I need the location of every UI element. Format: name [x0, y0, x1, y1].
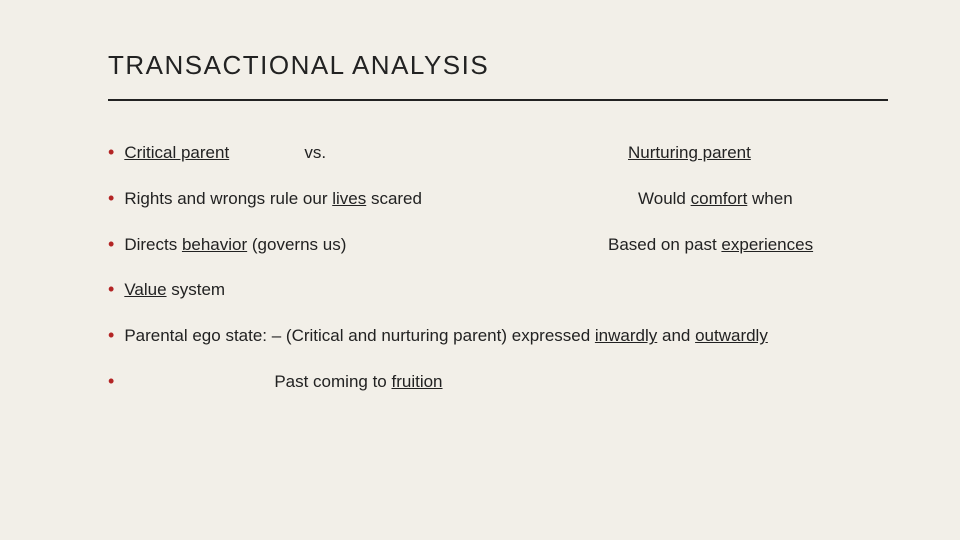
- bullet-row-6: • Past coming to fruition: [108, 370, 888, 394]
- row5-mid: and: [657, 326, 695, 345]
- row4-post: system: [167, 280, 226, 299]
- row1-left: Critical parent: [124, 141, 304, 165]
- row2-left-pre: Rights and wrongs rule our: [124, 189, 332, 208]
- slide-title: TRANSACTIONAL ANALYSIS: [108, 50, 888, 81]
- row2-right: Would comfort when: [638, 187, 888, 211]
- title-divider: [108, 99, 888, 101]
- bullet-icon: •: [108, 187, 114, 210]
- row2-left: Rights and wrongs rule our lives scared: [124, 187, 454, 211]
- row2-left-post: scared: [366, 189, 422, 208]
- slide: TRANSACTIONAL ANALYSIS • Critical parent…: [0, 0, 960, 540]
- row3-right: Based on past experiences: [608, 233, 888, 257]
- row5-pre: Parental ego state: – (Critical and nurt…: [124, 326, 595, 345]
- row3-left-pre: Directs: [124, 235, 182, 254]
- row6-underline: fruition: [391, 372, 442, 391]
- bullet-icon: •: [108, 278, 114, 301]
- row2-right-post: when: [747, 189, 792, 208]
- bullet-icon: •: [108, 233, 114, 256]
- bullet-row-4: • Value system: [108, 278, 888, 302]
- bullet-icon: •: [108, 324, 114, 347]
- row5-u1: inwardly: [595, 326, 657, 345]
- row2-right-underline: comfort: [691, 189, 748, 208]
- bullet-row-3: • Directs behavior (governs us) Based on…: [108, 233, 888, 257]
- row5-u2: outwardly: [695, 326, 768, 345]
- row6-text: Past coming to fruition: [124, 370, 888, 394]
- bullet-icon: •: [108, 370, 114, 393]
- row3-left-post: (governs us): [247, 235, 346, 254]
- row3-left: Directs behavior (governs us): [124, 233, 424, 257]
- row5-text: Parental ego state: – (Critical and nurt…: [124, 324, 888, 348]
- row2-right-pre: Would: [638, 189, 691, 208]
- row3-right-pre: Based on past: [608, 235, 721, 254]
- row6-pre: Past coming to: [274, 372, 391, 391]
- bullet-row-5: • Parental ego state: – (Critical and nu…: [108, 324, 888, 348]
- row4-text: Value system: [124, 278, 888, 302]
- row1-right: Nurturing parent: [628, 141, 888, 165]
- row3-right-underline: experiences: [721, 235, 813, 254]
- row3-left-underline: behavior: [182, 235, 247, 254]
- row4-underline: Value: [124, 280, 166, 299]
- row1-right-underline: Nurturing parent: [628, 143, 751, 162]
- bullet-row-2: • Rights and wrongs rule our lives scare…: [108, 187, 888, 211]
- row1-vs: vs.: [304, 141, 424, 165]
- bullet-row-1: • Critical parent vs. Nurturing parent: [108, 141, 888, 165]
- bullet-icon: •: [108, 141, 114, 164]
- row1-left-underline: Critical parent: [124, 143, 229, 162]
- row2-left-underline: lives: [332, 189, 366, 208]
- bullet-list: • Critical parent vs. Nurturing parent •…: [108, 141, 888, 394]
